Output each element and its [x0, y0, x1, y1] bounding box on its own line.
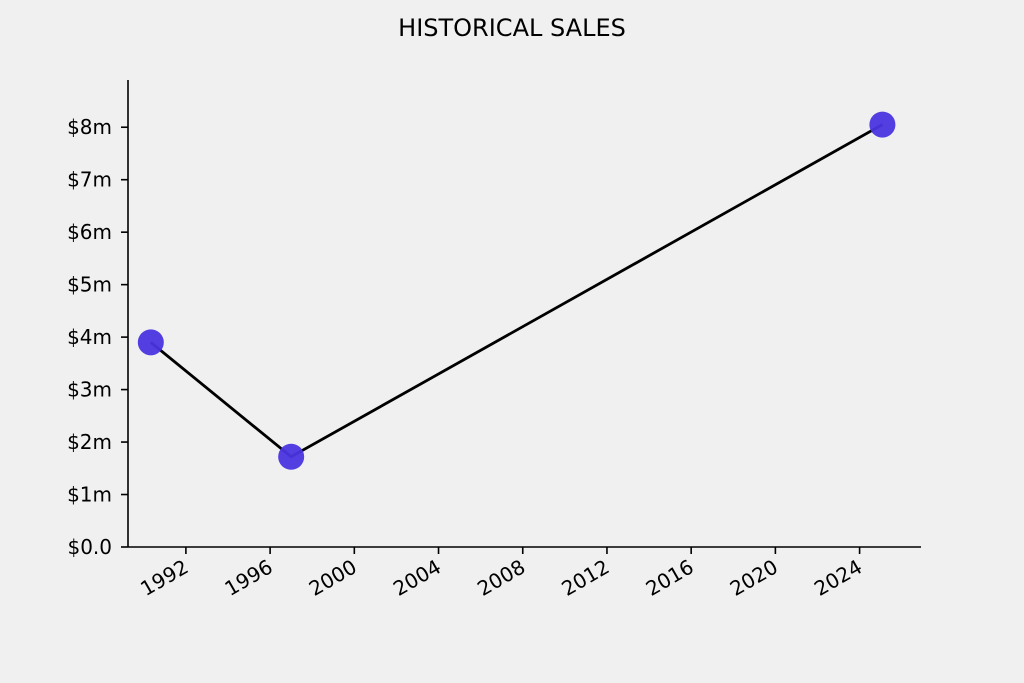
x-tick-label: 1996 — [221, 555, 277, 601]
series-line — [149, 123, 884, 459]
data-point — [137, 329, 164, 356]
x-tick-label: 1992 — [136, 555, 192, 601]
y-tick-label: $3m — [67, 378, 112, 402]
x-tick-label: 2020 — [726, 555, 782, 601]
y-tick-label: $4m — [67, 325, 112, 349]
series — [137, 111, 896, 470]
x-tick-label: 2008 — [473, 555, 529, 601]
data-point — [278, 443, 305, 470]
data-point — [869, 111, 896, 138]
x-tick-label: 2016 — [642, 555, 698, 601]
y-tick-label: $2m — [67, 430, 112, 454]
x-tick-label: 2000 — [305, 555, 361, 601]
x-tick-label: 2004 — [389, 555, 445, 601]
axes — [127, 80, 921, 548]
x-tick-label: 2024 — [810, 555, 866, 601]
y-tick-label: $8m — [67, 115, 112, 139]
x-tick-label: 2012 — [557, 555, 613, 601]
x-ticks: 1992 1996 2000 2004 2008 2012 2016 2020 2024 — [136, 547, 866, 601]
y-tick-label: $6m — [67, 220, 112, 244]
y-ticks: $0.0 $1m $2m $3m $4m $5m $6m $7m $8m — [67, 115, 128, 559]
y-tick-label: $1m — [67, 483, 112, 507]
y-tick-label: $0.0 — [67, 535, 112, 559]
y-tick-label: $7m — [67, 168, 112, 192]
chart-title: HISTORICAL SALES — [398, 14, 626, 42]
y-tick-label: $5m — [67, 273, 112, 297]
